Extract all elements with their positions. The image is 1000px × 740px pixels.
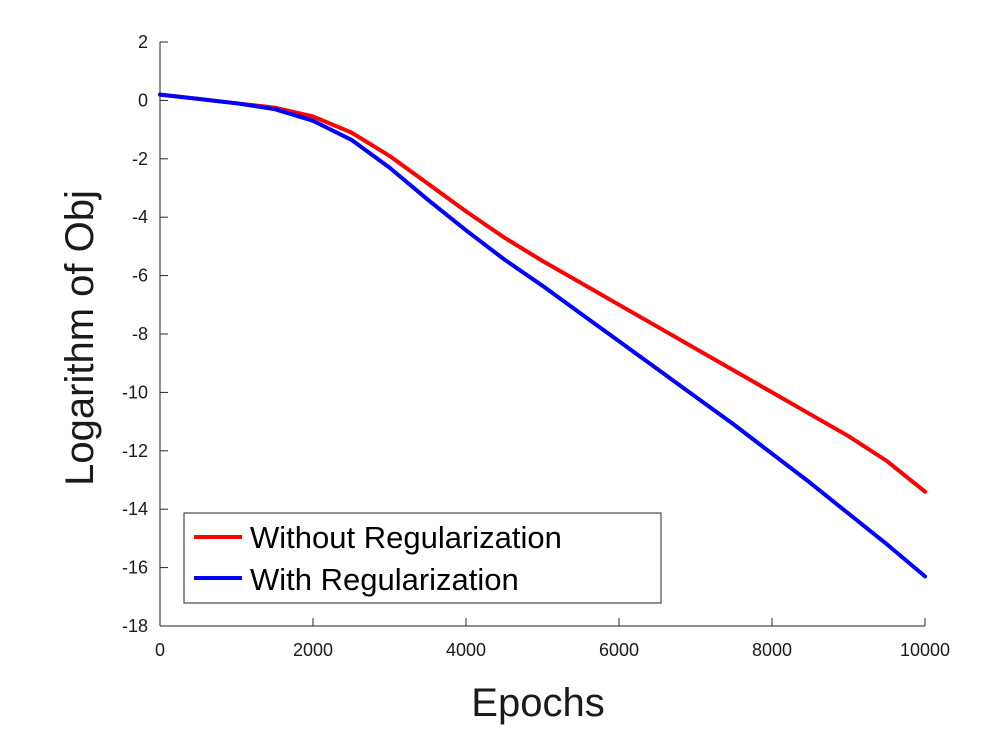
- x-tick-label: 2000: [293, 640, 333, 660]
- x-axis-title: Epochs: [471, 681, 604, 725]
- y-tick-label: -18: [122, 616, 148, 636]
- x-tick-label: 0: [155, 640, 165, 660]
- y-tick-label: -12: [122, 441, 148, 461]
- y-tick-label: -16: [122, 558, 148, 578]
- x-tick-label: 6000: [599, 640, 639, 660]
- y-axis-ticks: 2 0 -2 -4 -6 -8 -10 -12 -14 -16 -18: [122, 32, 168, 636]
- legend-label-without-regularization: Without Regularization: [250, 520, 562, 555]
- y-tick-label: -8: [132, 324, 148, 344]
- y-axis-title: Logarithm of Obj: [58, 190, 102, 486]
- x-tick-label: 8000: [752, 640, 792, 660]
- series-lines: [158, 92, 927, 579]
- y-tick-label: -6: [132, 266, 148, 286]
- series-line-without-regularization: [158, 92, 927, 494]
- y-tick-label: -10: [122, 382, 148, 402]
- x-axis-ticks: 0 2000 4000 6000 8000 10000: [155, 618, 950, 660]
- y-tick-label: -4: [132, 207, 148, 227]
- x-tick-label: 10000: [900, 640, 950, 660]
- legend-box: [183, 512, 662, 604]
- x-tick-label: 4000: [446, 640, 486, 660]
- y-tick-label: 0: [138, 90, 148, 110]
- series-line-with-regularization: [158, 92, 927, 579]
- legend-label-with-regularization: With Regularization: [250, 562, 519, 597]
- y-tick-label: -2: [132, 149, 148, 169]
- y-tick-label: -14: [122, 499, 148, 519]
- y-tick-label: 2: [138, 32, 148, 52]
- legend: Without Regularization With Regularizati…: [183, 512, 662, 604]
